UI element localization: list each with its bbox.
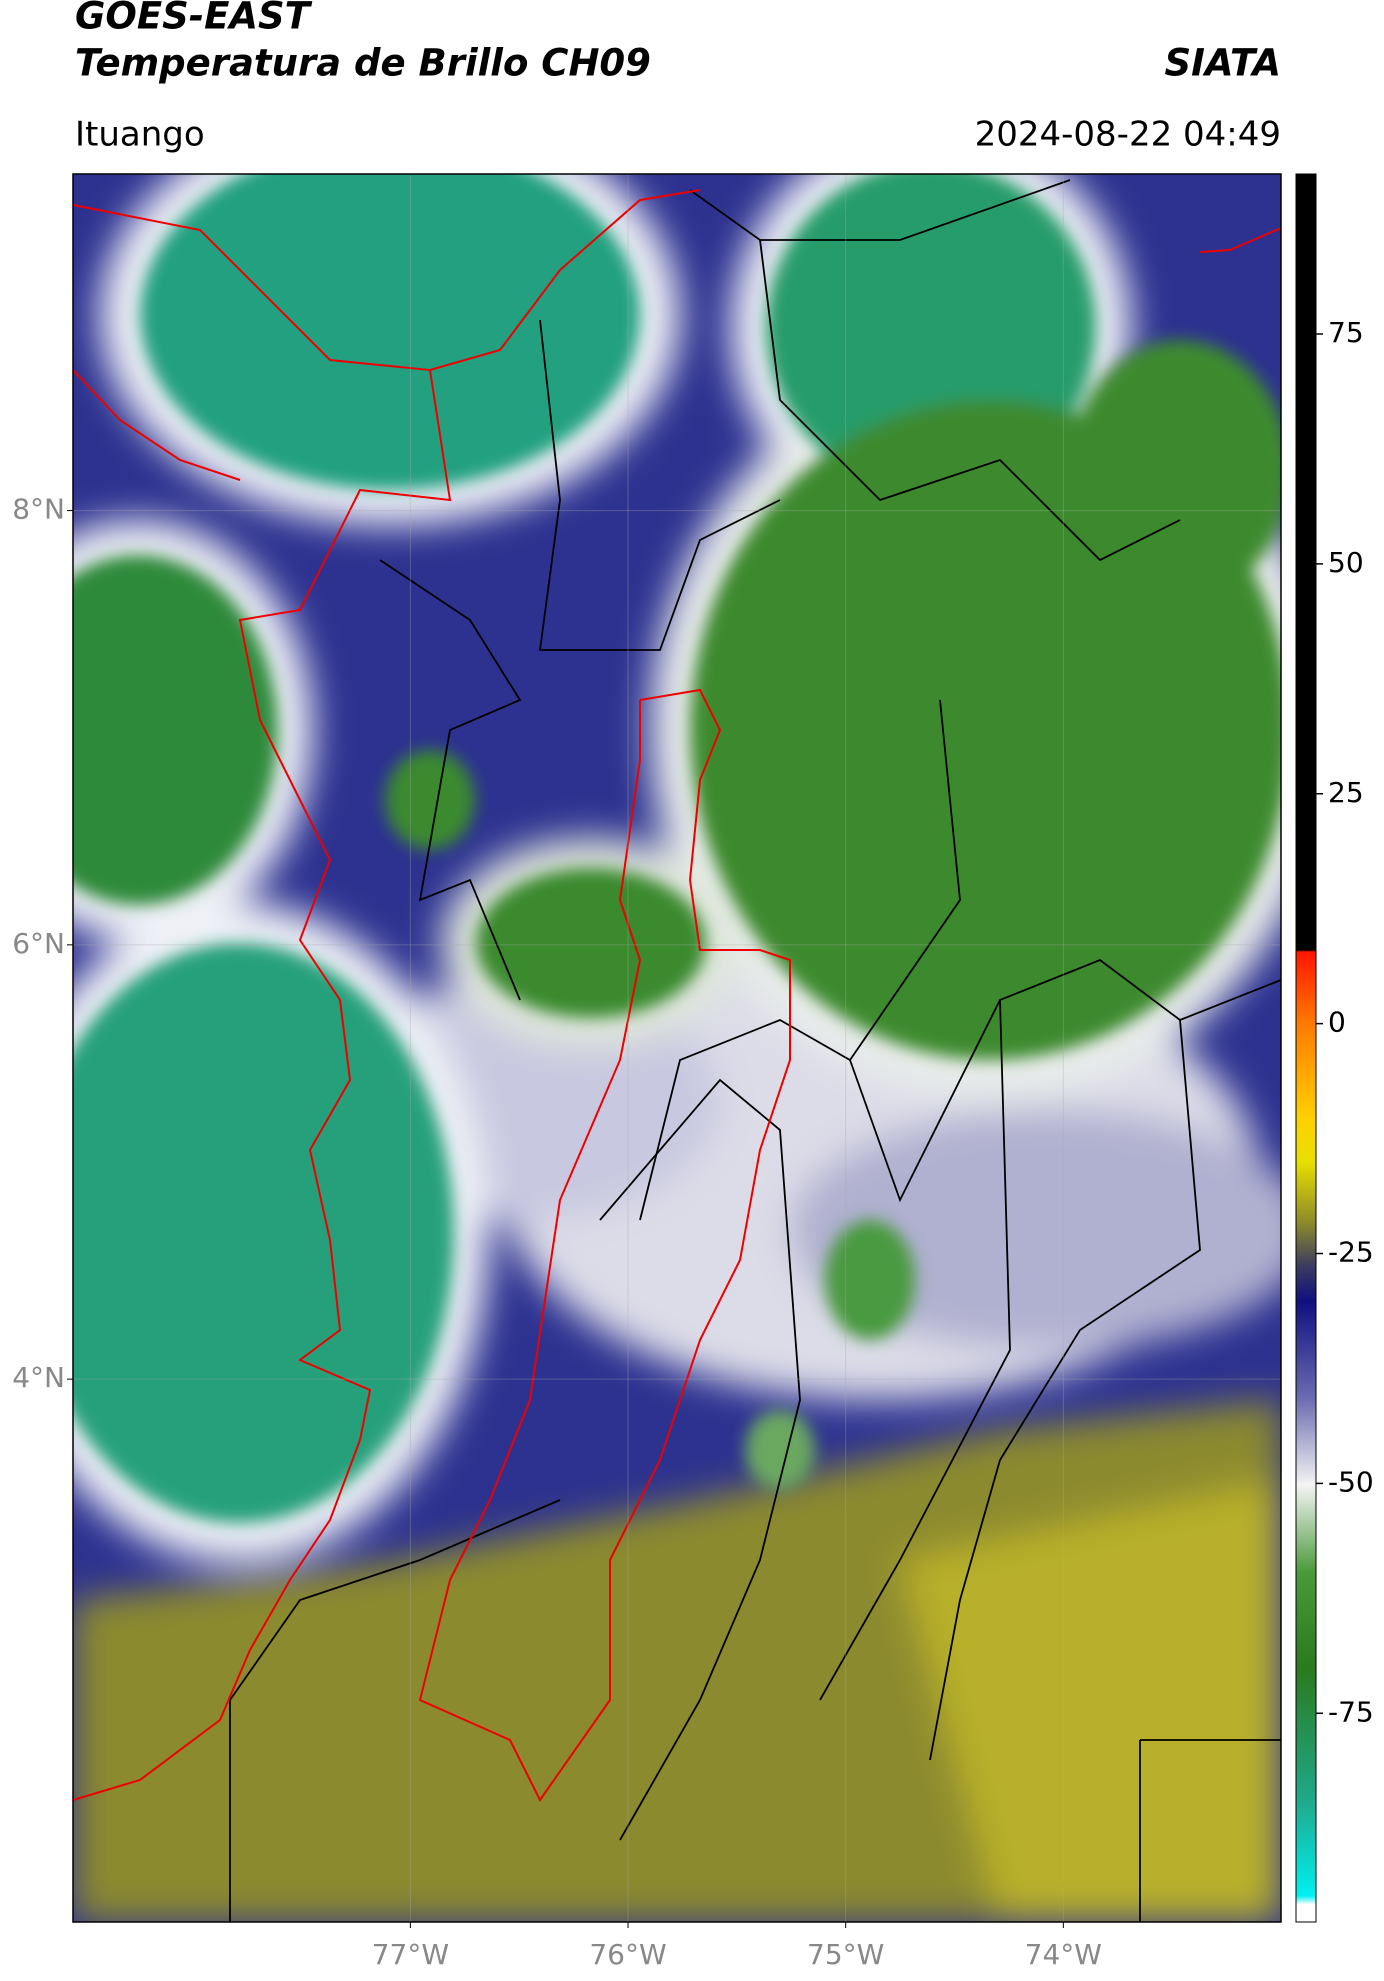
title: GOES-EAST: [75, 0, 313, 38]
location: Ituango: [75, 115, 205, 155]
colorbar-tick-label: 25: [1328, 776, 1364, 809]
colorbar-tick-label: 50: [1328, 546, 1364, 579]
datetime: 2024-08-22 04:49: [975, 115, 1281, 155]
colorbar-tick-label: -25: [1328, 1236, 1374, 1269]
map-frame: [72, 173, 1282, 1923]
colorbar-tick-label: -50: [1328, 1465, 1374, 1498]
y-tick-label: 6°N: [12, 927, 65, 960]
agency: SIATA: [1164, 42, 1281, 85]
x-tick-label: 76°W: [589, 1938, 666, 1971]
subtitle: Temperatura de Brillo CH09: [75, 42, 651, 85]
x-tick-label: 75°W: [807, 1938, 884, 1971]
satellite-image: [73, 174, 1281, 1922]
grid: [73, 174, 1281, 1922]
x-tick-label: 74°W: [1025, 1938, 1102, 1971]
x-tick-label: 77°W: [372, 1938, 449, 1971]
colorbar-tick-label: 75: [1328, 316, 1364, 349]
colorbar-tick-label: -75: [1328, 1695, 1374, 1728]
colorbar: [1295, 173, 1317, 1923]
y-tick-label: 4°N: [12, 1361, 65, 1394]
colorbar-tick-label: 0: [1328, 1006, 1346, 1039]
y-tick-label: 8°N: [12, 493, 65, 526]
